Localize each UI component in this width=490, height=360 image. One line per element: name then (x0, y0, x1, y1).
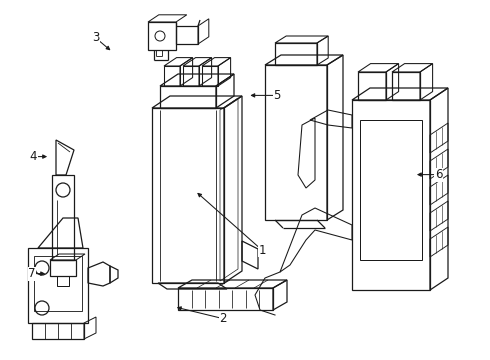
Bar (178, 288, 273, 310)
Bar (275, 43, 317, 65)
Bar (202, 66, 218, 86)
Bar (352, 100, 430, 290)
Bar (392, 72, 420, 100)
Text: 7: 7 (28, 267, 36, 280)
Bar (50, 260, 76, 276)
Bar (148, 22, 176, 50)
Text: 1: 1 (258, 244, 266, 257)
Bar (52, 175, 74, 260)
Bar (265, 65, 327, 220)
Bar (32, 323, 84, 339)
Text: 2: 2 (219, 312, 227, 325)
Text: 4: 4 (29, 150, 37, 163)
Bar (183, 66, 199, 86)
Text: 3: 3 (92, 31, 99, 44)
Bar (164, 66, 180, 86)
Bar (28, 248, 88, 323)
Bar (358, 72, 386, 100)
Text: 6: 6 (435, 168, 442, 181)
Bar (57, 276, 69, 286)
Bar (360, 120, 422, 260)
Bar (34, 256, 82, 311)
Bar (176, 26, 198, 44)
Bar (152, 108, 224, 283)
Bar (160, 86, 216, 108)
Text: 5: 5 (273, 89, 281, 102)
